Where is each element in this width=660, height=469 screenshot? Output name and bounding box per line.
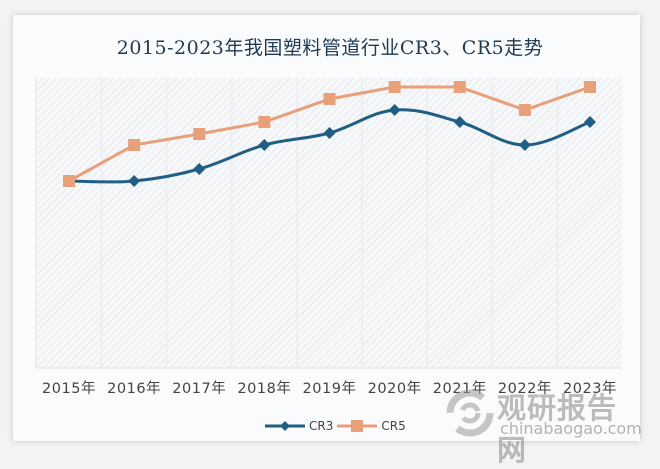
square-marker-icon (337, 420, 378, 432)
x-axis-label: 2018年 (237, 381, 292, 397)
cr3-data-point[interactable] (388, 104, 401, 116)
cr5-data-point[interactable] (193, 128, 206, 140)
cr3-data-point[interactable] (193, 163, 206, 175)
cr5-data-point[interactable] (63, 175, 75, 187)
chart-title: 2015-2023年我国塑料管道行业CR3、CR5走势 (116, 37, 544, 59)
cr5-data-point[interactable] (258, 116, 271, 128)
cr5-markers (63, 81, 596, 187)
x-axis-label: 2015年 (42, 381, 96, 397)
cr3-data-point[interactable] (128, 175, 141, 187)
diamond-marker-icon (265, 421, 305, 431)
cr3-data-point[interactable] (258, 139, 271, 151)
watermark: 观研报告网 chinabaogao.com (445, 383, 642, 467)
watermark-url: chinabaogao.com (500, 419, 642, 438)
cr3-data-point[interactable] (584, 116, 596, 128)
watermark-logo-icon (446, 389, 494, 437)
cr3-data-point[interactable] (323, 127, 336, 139)
cr3-data-point[interactable] (518, 139, 531, 151)
cr3-data-point[interactable] (453, 116, 466, 128)
x-axis-label: 2019年 (302, 381, 357, 397)
cr5-data-point[interactable] (453, 81, 466, 93)
cr5-data-point[interactable] (323, 93, 336, 105)
cr5-data-point[interactable] (518, 104, 531, 116)
legend-label-cr5: CR5 (381, 419, 406, 433)
legend-label-cr3: CR3 (309, 419, 334, 433)
legend-item-cr3[interactable]: CR3 (265, 419, 333, 433)
legend-item-cr5[interactable]: CR5 (337, 419, 406, 433)
x-axis-label: 2023年 (563, 381, 617, 397)
x-axis-label: 2016年 (107, 381, 162, 397)
legend: CR3 CR5 (265, 417, 410, 435)
x-axis-label: 2020年 (367, 381, 422, 397)
x-axis-label: 2022年 (497, 381, 552, 397)
x-axis-label: 2017年 (172, 381, 227, 397)
cr5-data-point[interactable] (584, 81, 596, 93)
watermark-name: 观研报告网 (497, 391, 618, 467)
cr5-data-point[interactable] (128, 139, 141, 151)
plot-background (36, 78, 622, 368)
vertical-gridlines (100, 78, 559, 368)
cr5-data-point[interactable] (388, 81, 401, 93)
